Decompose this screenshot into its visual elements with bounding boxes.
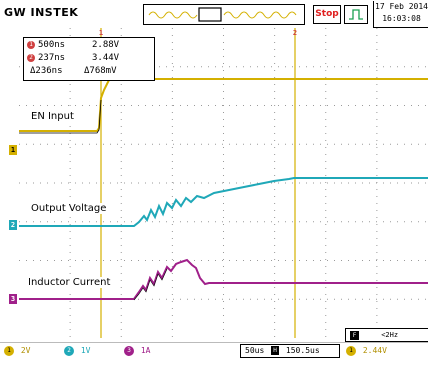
ch3-scale-value: 1A	[140, 346, 151, 355]
measurement-value: 3.44V	[92, 53, 120, 63]
measurement-delta-time: Δ236ns	[30, 66, 63, 76]
ch1-badge-icon: 1	[4, 345, 14, 356]
timebase-value: 50us	[245, 346, 265, 355]
frequency-icon: F	[350, 330, 359, 340]
status-bar: 1 2V 2 1V 3 1A 50us H 150.5us 1 2.44V	[0, 342, 428, 359]
measurement-delta-value: Δ768mV	[84, 66, 117, 76]
inductor-current-shadow	[133, 268, 168, 301]
ch3-scale[interactable]: 3 1A	[124, 345, 150, 357]
trigger-level: 2.44V	[362, 346, 387, 355]
ch2-ground-marker[interactable]: 2	[9, 220, 17, 230]
ch2-scale-value: 1V	[80, 346, 91, 355]
timebase-readout[interactable]: 50us H 150.5us	[240, 344, 340, 358]
ch2-scale[interactable]: 2 1V	[64, 345, 90, 357]
en-input-label: EN Input	[29, 111, 76, 122]
overview-wave-icon	[148, 7, 297, 22]
position-icon: H	[271, 346, 280, 355]
trigger-source-icon: 1	[346, 345, 356, 356]
measurement-row: 2 237ns 3.44V	[24, 52, 154, 65]
ch1-ground-marker[interactable]: 1	[9, 145, 17, 155]
frequency-readout: F <2Hz	[345, 328, 428, 342]
rising-edge-icon	[349, 9, 363, 20]
measurement-time: 500ns	[38, 40, 66, 50]
ch1-scale-value: 2V	[20, 346, 31, 355]
cursor-1-marker[interactable]: 1	[98, 29, 104, 37]
frequency-value: <2Hz	[381, 331, 399, 339]
ch3-badge-icon: 3	[124, 345, 134, 356]
ch1-scale[interactable]: 1 2V	[4, 345, 30, 357]
measurement-row: Δ236ns Δ768mV	[24, 65, 154, 78]
inductor-current-trace	[19, 258, 428, 300]
date-text: 17 Feb 2014	[375, 2, 428, 11]
datetime-display: 17 Feb 2014 16:03:08	[373, 1, 428, 28]
position-value: 150.5us	[285, 346, 320, 355]
output-voltage-trace	[19, 177, 428, 227]
graticule	[19, 28, 428, 338]
measurement-time: 237ns	[38, 53, 66, 63]
cursor-marker-icon: 2	[27, 54, 35, 62]
waveform-overview[interactable]	[143, 4, 305, 25]
en-input-trace	[19, 76, 428, 132]
measurement-row: 1 500ns 2.88V	[24, 39, 154, 52]
trigger-readout[interactable]: 1 2.44V	[346, 345, 387, 357]
brand-logo: GW INSTEK	[4, 6, 79, 19]
en-input-trace-shadow	[19, 99, 102, 134]
time-text: 16:03:08	[382, 14, 421, 23]
inductor-current-label: Inductor Current	[26, 277, 113, 288]
ch2-badge-icon: 2	[64, 345, 74, 356]
cursor-marker-icon: 1	[27, 41, 35, 49]
run-stop-button[interactable]: Stop	[313, 5, 341, 24]
cursor-measurement-panel: 1 500ns 2.88V 2 237ns 3.44V Δ236ns Δ768m…	[23, 37, 155, 81]
cursor-2-marker[interactable]: 2	[292, 29, 298, 37]
ch3-ground-marker[interactable]: 3	[9, 294, 17, 304]
trigger-mode-button[interactable]	[344, 5, 368, 24]
measurement-value: 2.88V	[92, 40, 120, 50]
output-voltage-label: Output Voltage	[29, 203, 109, 214]
